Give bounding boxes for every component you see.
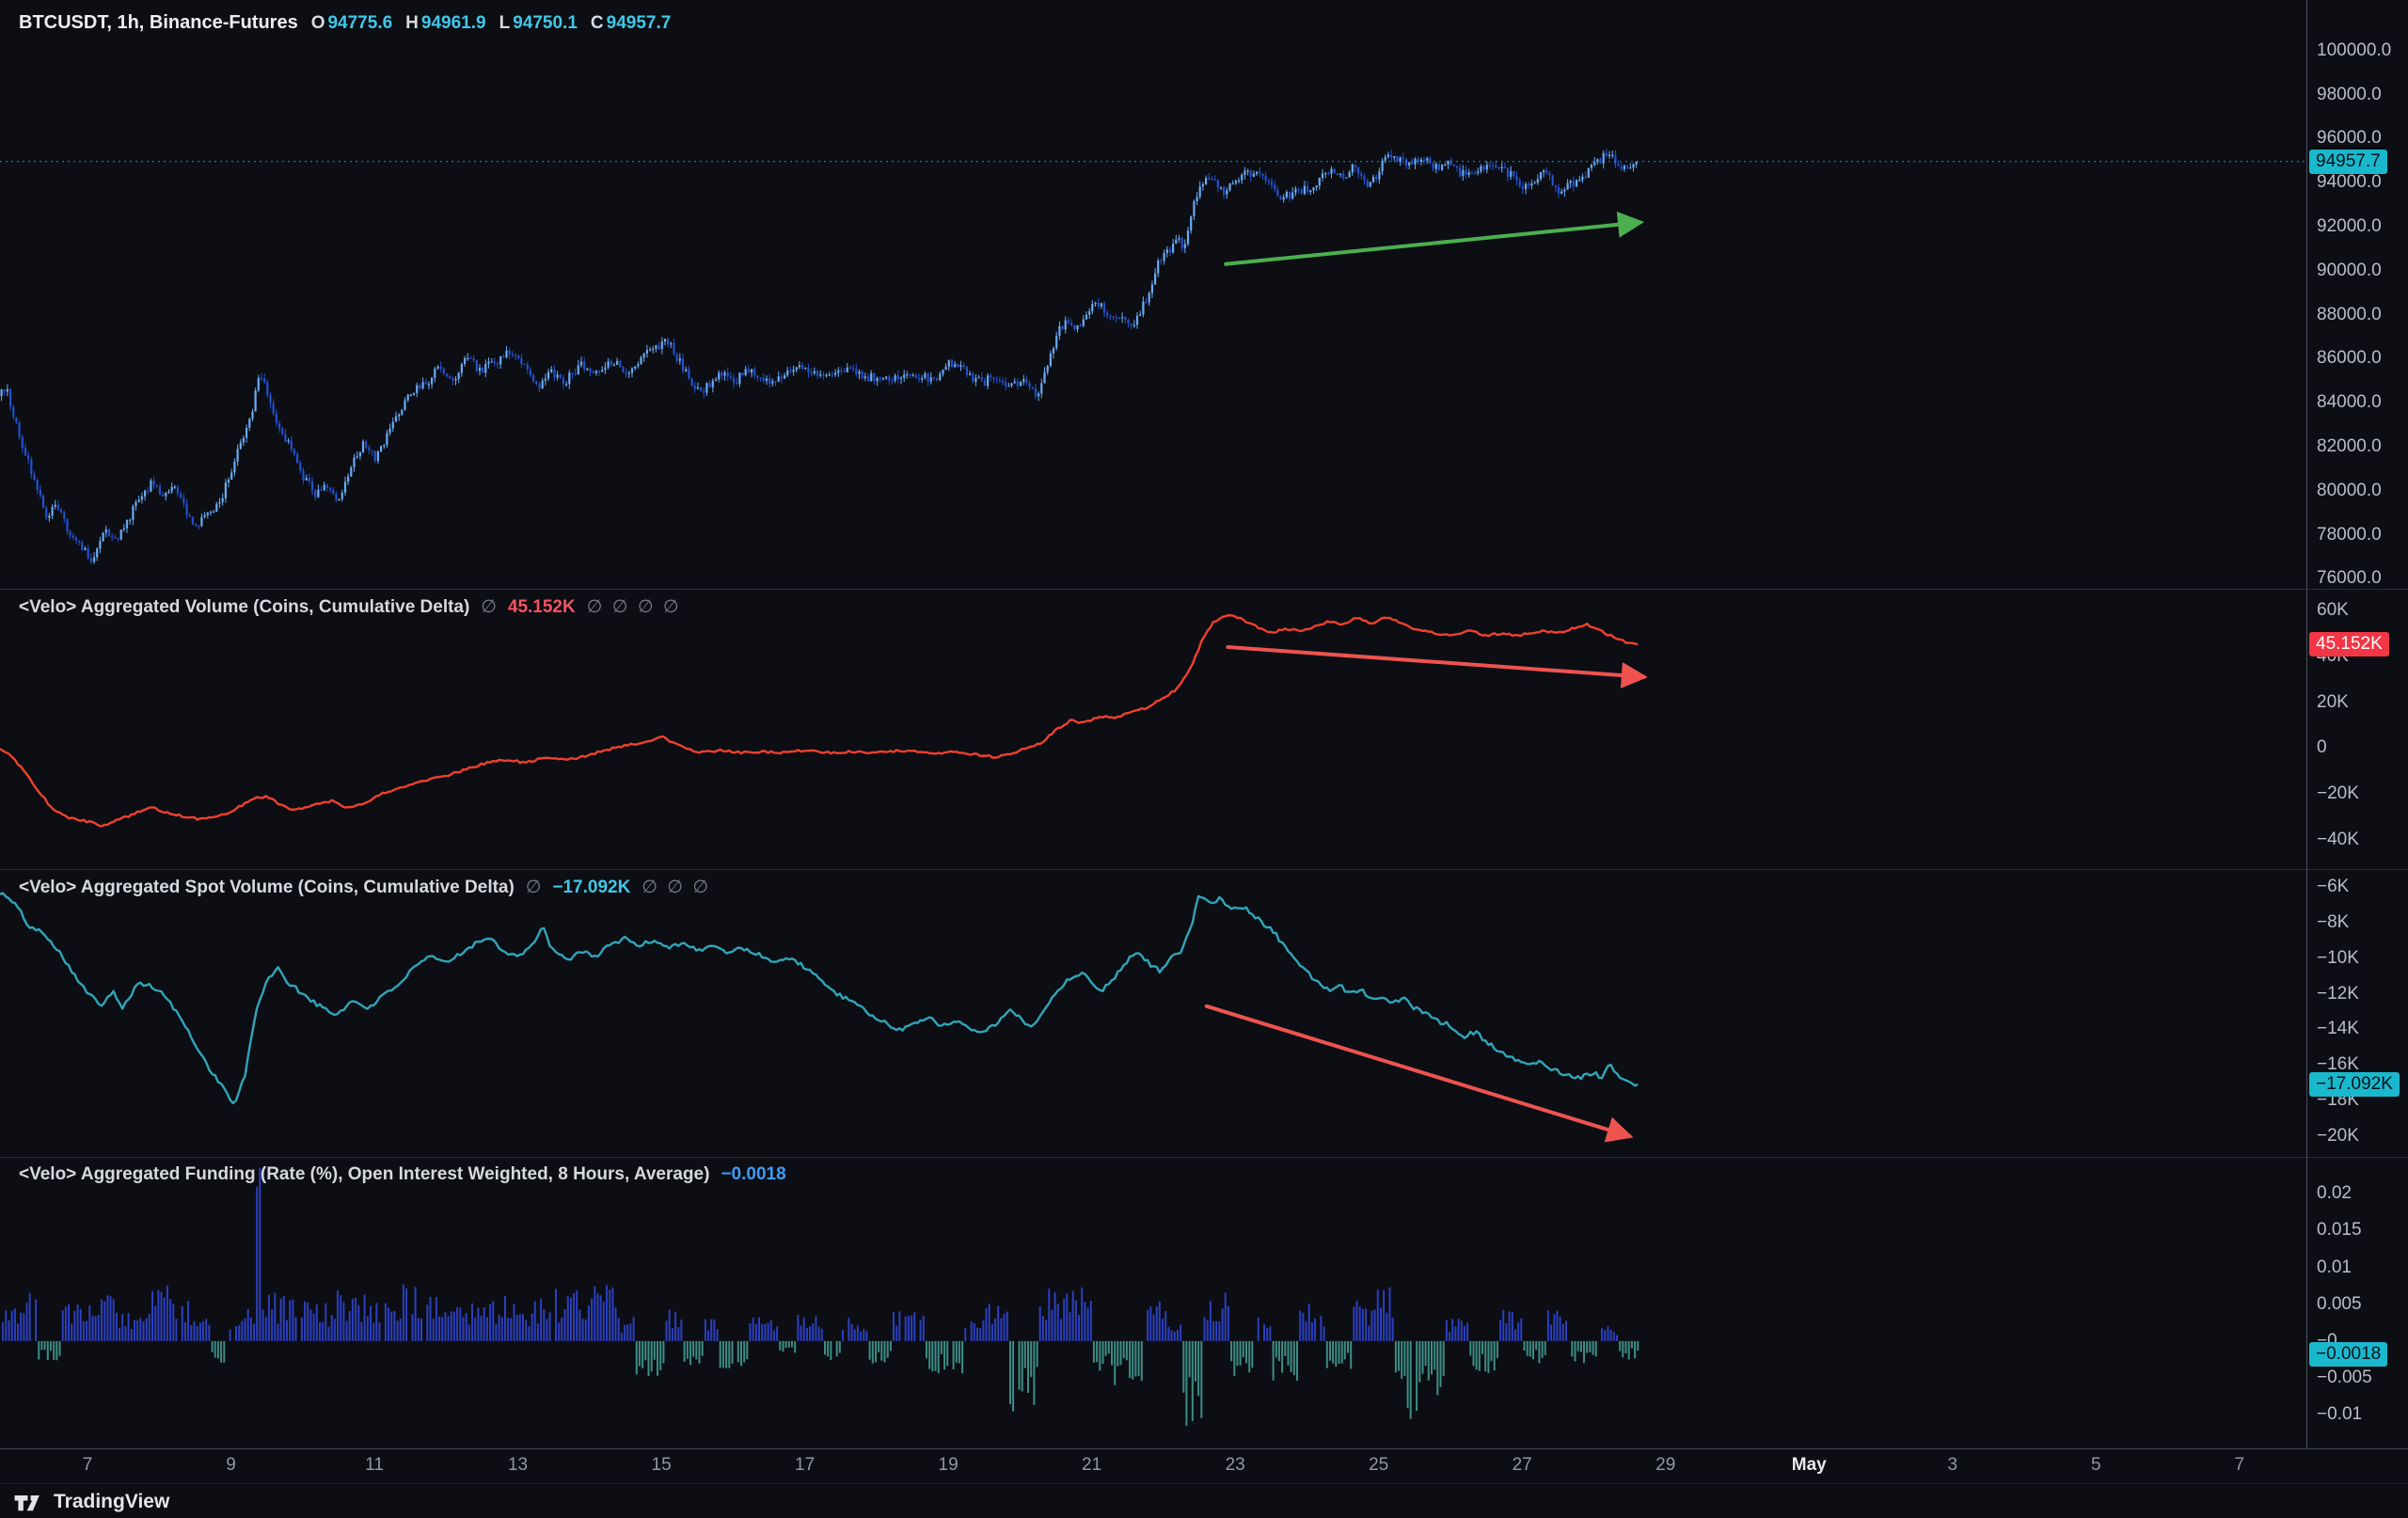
price-tick-label: 0.02 <box>2317 1183 2352 1204</box>
time-tick-label: 7 <box>82 1455 93 1475</box>
trend-arrow-drawing[interactable] <box>1226 645 1648 688</box>
price-tick-label: 0.01 <box>2317 1257 2352 1277</box>
time-tick-label: 25 <box>1369 1455 1389 1475</box>
time-tick-label: 3 <box>1947 1455 1958 1475</box>
indicator-value: −0.0018 <box>721 1164 786 1184</box>
trend-arrow-drawing[interactable] <box>1204 1004 1634 1143</box>
price-tick-label: 86000.0 <box>2317 348 2382 369</box>
price-axis[interactable]: 100000.0 98000.0 96000.0 94000.0 92000.0 9000… <box>2307 0 2408 1449</box>
cumulative-delta-line-series[interactable] <box>0 614 1639 828</box>
pane-separator[interactable] <box>0 1157 2408 1158</box>
tradingview-logo-icon <box>14 1494 40 1510</box>
price-tick-label: 98000.0 <box>2317 84 2382 104</box>
price-tick-label: 0.005 <box>2317 1293 2362 1314</box>
price-tick-label: 96000.0 <box>2317 128 2382 149</box>
tradingview-watermark[interactable]: TradingView <box>13 1491 169 1513</box>
time-axis[interactable]: 7 9 11 13 15 17 19 21 23 25 27 29 May 3 5 7 <box>0 1449 2408 1482</box>
indicator-value: 45.152K <box>507 597 576 617</box>
price-tick-label: −0.01 <box>2317 1404 2363 1425</box>
time-tick-label: May <box>1791 1455 1827 1475</box>
time-axis-separator <box>0 1448 2408 1449</box>
price-tick-label: 0.015 <box>2317 1220 2362 1241</box>
price-tick-label: 84000.0 <box>2317 392 2382 413</box>
time-tick-label: 21 <box>1082 1455 1102 1475</box>
indicator-title[interactable]: <Velo> Aggregated Spot Volume (Coins, Cu… <box>19 878 515 897</box>
indicator-empty-values: ∅ ∅ ∅ <box>642 878 709 897</box>
price-tick-label: 60K <box>2317 599 2349 620</box>
time-tick-label: 9 <box>226 1455 236 1475</box>
tradingview-watermark-label: TradingView <box>54 1490 170 1512</box>
trend-arrow-drawing[interactable] <box>1224 211 1644 266</box>
symbol-description[interactable]: BTCUSDT, 1h, Binance-Futures <box>19 12 298 33</box>
price-tick-label: 78000.0 <box>2317 524 2382 545</box>
price-tick-label: −20K <box>2317 1126 2359 1146</box>
price-tick-label: 0 <box>2317 737 2327 758</box>
axis-value-badge: 45.152K <box>2309 632 2389 657</box>
pane-separator[interactable] <box>0 869 2408 870</box>
price-tick-label: −12K <box>2317 983 2359 1004</box>
pane-separator[interactable] <box>0 589 2408 590</box>
price-tick-label: −10K <box>2317 947 2359 968</box>
price-tick-label: −6K <box>2317 876 2350 896</box>
indicator-empty-value: ∅ <box>481 597 497 617</box>
ohlc-close-label: C <box>590 13 604 33</box>
cumulative-delta-line-series[interactable] <box>0 892 1639 1105</box>
indicator-empty-value: ∅ <box>525 878 542 897</box>
time-tick-label: 11 <box>365 1455 384 1475</box>
price-tick-label: 90000.0 <box>2317 260 2382 280</box>
time-tick-label: 23 <box>1225 1455 1245 1475</box>
ohlc-open-value: 94775.6 <box>327 13 393 33</box>
chart-plot-area[interactable] <box>0 0 2306 1449</box>
price-tick-label: 92000.0 <box>2317 216 2382 237</box>
price-tick-label: −14K <box>2317 1019 2359 1039</box>
indicator-legend-aggregated-spot-volume: <Velo> Aggregated Spot Volume (Coins, Cu… <box>19 877 708 898</box>
price-axis-separator <box>2306 0 2307 1449</box>
price-tick-label: 100000.0 <box>2317 40 2392 60</box>
price-tick-label: −20K <box>2317 783 2359 804</box>
price-tick-label: 94000.0 <box>2317 172 2382 193</box>
ohlc-open-label: O <box>310 13 325 33</box>
price-tick-label: −8K <box>2317 911 2350 932</box>
price-tick-label: 20K <box>2317 691 2349 712</box>
indicator-title[interactable]: <Velo> Aggregated Volume (Coins, Cumulat… <box>19 597 470 617</box>
time-tick-label: 13 <box>507 1455 529 1475</box>
ohlc-close-value: 94957.7 <box>606 13 672 33</box>
axis-value-badge: 94957.7 <box>2309 149 2387 174</box>
ohlc-high-label: H <box>405 13 419 33</box>
price-tick-label: −0.005 <box>2317 1368 2372 1388</box>
price-tick-label: −40K <box>2317 830 2359 849</box>
indicator-empty-values: ∅ ∅ ∅ ∅ <box>586 597 679 617</box>
time-tick-label: 7 <box>2234 1455 2245 1475</box>
ohlc-high-value: 94961.9 <box>420 13 486 33</box>
price-tick-label: −16K <box>2317 1054 2359 1075</box>
time-tick-label: 15 <box>651 1455 672 1475</box>
price-tick-label: 88000.0 <box>2317 304 2382 324</box>
time-tick-label: 5 <box>2090 1455 2101 1475</box>
price-tick-label: 80000.0 <box>2317 480 2382 500</box>
indicator-legend-aggregated-funding: <Velo> Aggregated Funding (Rate (%), Ope… <box>19 1164 786 1185</box>
axis-value-badge: −17.092K <box>2309 1072 2400 1098</box>
ohlc-low-value: 94750.1 <box>513 13 578 33</box>
axis-value-badge: −0.0018 <box>2309 1341 2388 1367</box>
funding-histogram-series[interactable] <box>2 1167 1640 1426</box>
time-tick-label: 17 <box>795 1455 816 1475</box>
time-tick-label: 29 <box>1656 1455 1676 1475</box>
price-tick-label: 76000.0 <box>2317 568 2382 589</box>
indicator-value: −17.092K <box>552 878 631 897</box>
time-tick-label: 27 <box>1512 1455 1532 1475</box>
candlestick-series[interactable] <box>0 149 1638 564</box>
time-tick-label: 19 <box>938 1455 958 1475</box>
indicator-title[interactable]: <Velo> Aggregated Funding (Rate (%), Ope… <box>19 1164 710 1184</box>
indicator-legend-aggregated-volume: <Velo> Aggregated Volume (Coins, Cumulat… <box>19 596 679 618</box>
bottom-bar: TradingView <box>0 1483 2408 1518</box>
ohlc-low-label: L <box>499 13 511 33</box>
price-tick-label: 82000.0 <box>2317 436 2382 457</box>
